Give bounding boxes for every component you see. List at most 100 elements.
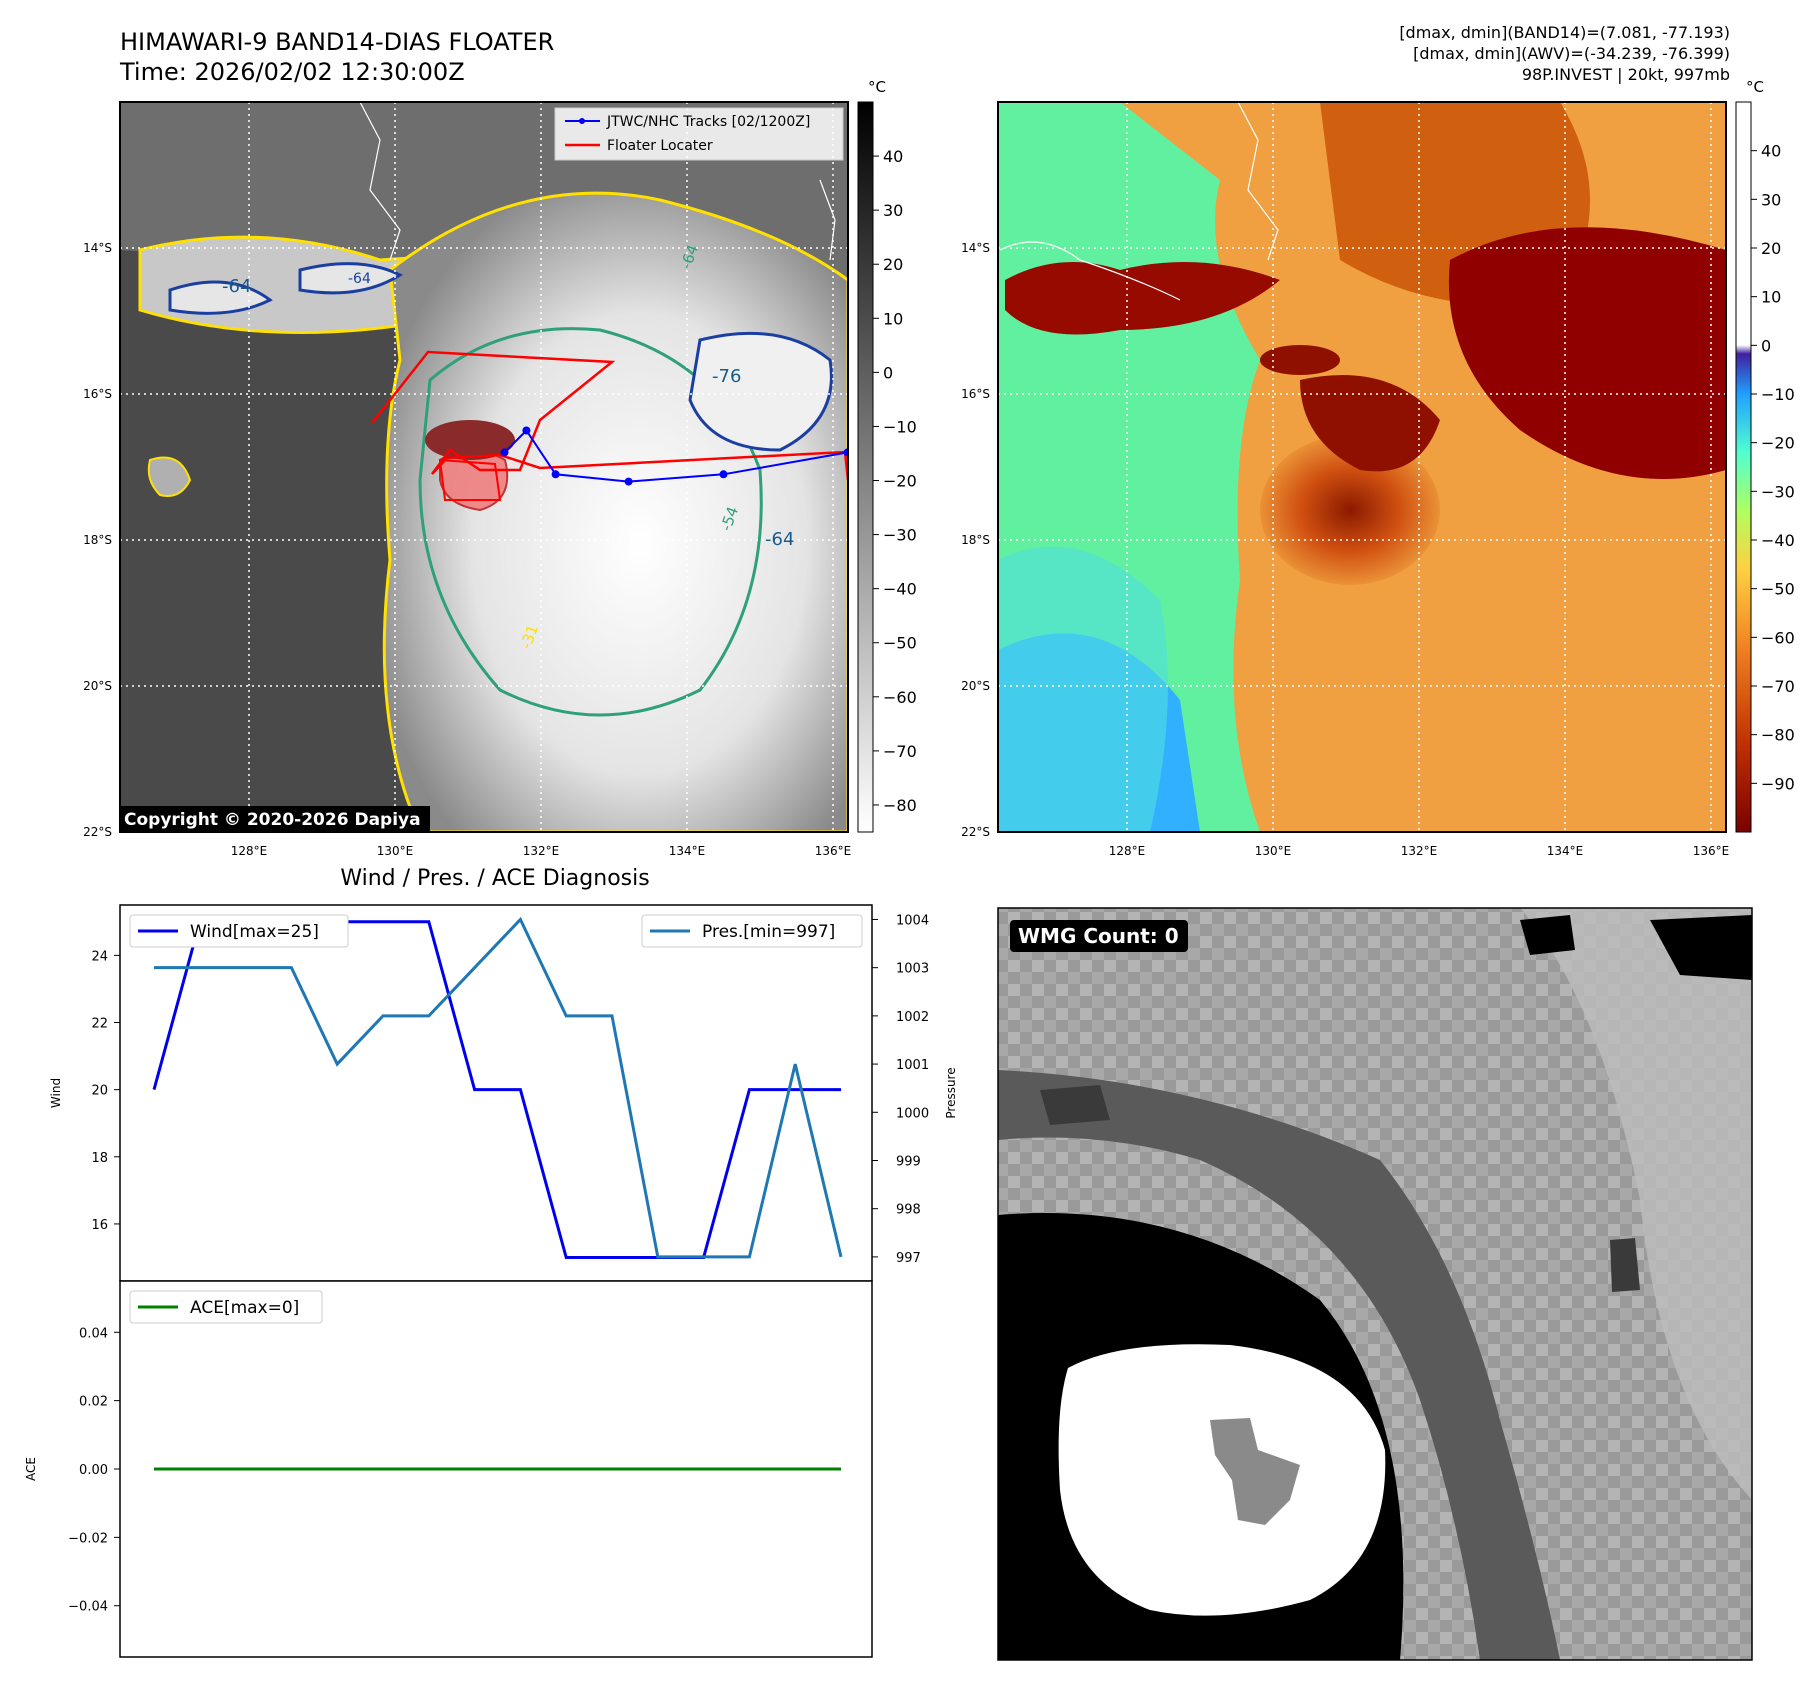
ace-tick-label: 0.00 bbox=[79, 1463, 108, 1478]
ir-lat-14s: 14°S bbox=[83, 241, 112, 255]
ace-y-ticks: 0.04 0.02 0.00 −0.02 −0.04 bbox=[68, 1326, 120, 1615]
wind-tick-label: 24 bbox=[91, 949, 108, 964]
wind-legend-label: Wind[max=25] bbox=[190, 922, 319, 942]
jtwc-track bbox=[503, 428, 848, 483]
pressure-axis-label: Pressure bbox=[944, 1067, 958, 1118]
colorbar-tick-label: −40 bbox=[1761, 531, 1795, 550]
colorbar-tick-label: −80 bbox=[1761, 726, 1795, 745]
colorbar-tick-label: 40 bbox=[883, 147, 903, 166]
ir-lat-labels: 14°S 16°S 18°S 20°S 22°S bbox=[83, 241, 112, 839]
wind-axis-label: Wind bbox=[49, 1078, 63, 1108]
colorbar-tick-label: 20 bbox=[883, 255, 903, 274]
ir-lon-136: 136°E bbox=[815, 844, 852, 858]
ir-lat-18s: 18°S bbox=[83, 533, 112, 547]
ace-chart: ACE 0.04 0.02 0.00 −0.02 −0.04 ACE[max=0] bbox=[24, 1280, 873, 1658]
pressure-legend-label: Pres.[min=997] bbox=[702, 922, 835, 942]
ace-tick-label: −0.02 bbox=[68, 1531, 108, 1546]
contour-label-5: -64 bbox=[765, 529, 794, 550]
ace-axis-label: ACE bbox=[24, 1457, 38, 1481]
wv-lon-132: 132°E bbox=[1401, 844, 1438, 858]
ir-lon-labels: 128°E 130°E 132°E 134°E 136°E bbox=[231, 844, 852, 858]
colorbar-tick-label: −30 bbox=[883, 526, 917, 545]
wv-colorbar-ticks: 40 30 20 10 0 −10 −20 −30 −40 −50 −60 −70 −80 −90 bbox=[1751, 142, 1795, 793]
ace-tick-label: 0.02 bbox=[79, 1395, 108, 1410]
wind-legend: Wind[max=25] bbox=[129, 914, 349, 948]
colorbar-tick-label: −60 bbox=[883, 688, 917, 707]
legend-floater-label: Floater Locater bbox=[607, 138, 713, 154]
contour-label-3: -76 bbox=[712, 366, 741, 387]
wind-tick-label: 20 bbox=[91, 1084, 108, 1099]
colorbar-tick-label: −20 bbox=[883, 472, 917, 491]
info-storm: 98P.INVEST | 20kt, 997mb bbox=[1522, 65, 1730, 84]
ace-tick-label: 0.04 bbox=[79, 1326, 108, 1341]
colorbar-tick-label: −70 bbox=[1761, 677, 1795, 696]
ir-lat-20s: 20°S bbox=[83, 679, 112, 693]
ir-lat-22s: 22°S bbox=[83, 825, 112, 839]
legend-track-label: JTWC/NHC Tracks [02/1200Z] bbox=[606, 114, 810, 130]
floater-locater bbox=[371, 350, 848, 501]
colorbar-tick-label: 0 bbox=[1761, 336, 1771, 355]
track-points bbox=[500, 426, 848, 486]
ace-tick-label: −0.04 bbox=[68, 1600, 108, 1615]
contour-label-1: -64 bbox=[222, 276, 251, 297]
pressure-legend: Pres.[min=997] bbox=[641, 914, 863, 948]
wv-colorbar-unit: °C bbox=[1746, 78, 1764, 96]
info-band14: [dmax, dmin](BAND14)=(7.081, -77.193) bbox=[1399, 23, 1730, 42]
wv-lon-130: 130°E bbox=[1255, 844, 1292, 858]
ir-colorbar: °C 40 30 20 10 0 −10 −20 −30 −40 −50 −60 −70 −80 bbox=[857, 78, 917, 833]
colorbar-tick-label: 0 bbox=[883, 363, 893, 382]
ir-colorbar-unit: °C bbox=[868, 78, 886, 96]
wv-lat-20s: 20°S bbox=[961, 679, 990, 693]
pressure-tick-label: 999 bbox=[896, 1154, 921, 1169]
ace-legend-label: ACE[max=0] bbox=[190, 1298, 299, 1318]
pressure-tick-label: 1000 bbox=[896, 1106, 929, 1121]
colorbar-tick-label: −20 bbox=[1761, 434, 1795, 453]
wv-lat-18s: 18°S bbox=[961, 533, 990, 547]
wmg-panel: WMG Count: 0 bbox=[997, 907, 1753, 1661]
ir-lon-132: 132°E bbox=[523, 844, 560, 858]
track-point bbox=[719, 470, 728, 479]
ir-lon-134: 134°E bbox=[669, 844, 706, 858]
colorbar-tick-label: −10 bbox=[883, 417, 917, 436]
pressure-tick-label: 997 bbox=[896, 1251, 921, 1266]
ace-legend: ACE[max=0] bbox=[129, 1290, 323, 1324]
colorbar-tick-label: −10 bbox=[1761, 385, 1795, 404]
copyright: Copyright © 2020-2026 Dapiya bbox=[124, 810, 421, 830]
ir-colorbar-ticks: 40 30 20 10 0 −10 −20 −30 −40 −50 −60 −70 −80 bbox=[873, 147, 917, 815]
wv-lon-136: 136°E bbox=[1693, 844, 1730, 858]
colorbar-tick-label: −60 bbox=[1761, 628, 1795, 647]
info-awv: [dmax, dmin](AWV)=(-34.239, -76.399) bbox=[1413, 44, 1730, 63]
figure-title: HIMAWARI-9 BAND14-DIAS FLOATER bbox=[120, 28, 554, 56]
pressure-y-ticks: 1004 1003 1002 1001 1000 999 998 997 bbox=[872, 913, 929, 1266]
colorbar-tick-label: 10 bbox=[1761, 288, 1781, 307]
colorbar-tick-label: −30 bbox=[1761, 482, 1795, 501]
wv-lat-16s: 16°S bbox=[961, 387, 990, 401]
colorbar-tick-label: 40 bbox=[1761, 142, 1781, 161]
colorbar-tick-label: −40 bbox=[883, 580, 917, 599]
wind-tick-label: 22 bbox=[91, 1017, 108, 1032]
colorbar-tick-label: −50 bbox=[1761, 580, 1795, 599]
figure-time: Time: 2026/02/02 12:30:00Z bbox=[119, 58, 465, 86]
colorbar-tick-label: −90 bbox=[1761, 774, 1795, 793]
colorbar-tick-label: 30 bbox=[1761, 190, 1781, 209]
wind-y-ticks: 24 22 20 18 16 bbox=[91, 949, 120, 1233]
pressure-tick-label: 1002 bbox=[896, 1010, 929, 1025]
diagnosis-title: Wind / Pres. / ACE Diagnosis bbox=[340, 866, 649, 891]
ir-lon-128: 128°E bbox=[231, 844, 268, 858]
wind-tick-label: 16 bbox=[91, 1218, 108, 1233]
colorbar-tick-label: −80 bbox=[883, 796, 917, 815]
track-point bbox=[843, 448, 848, 457]
wv-lon-128: 128°E bbox=[1109, 844, 1146, 858]
ir-lon-130: 130°E bbox=[377, 844, 414, 858]
track-point bbox=[551, 470, 560, 479]
ir-map: -64 -64 -76 -64 -64 -54 -31 JTWC/NHC Tra… bbox=[119, 101, 849, 833]
colorbar-tick-label: 20 bbox=[1761, 239, 1781, 258]
contour-label-2: -64 bbox=[348, 271, 371, 287]
track-point bbox=[624, 477, 633, 486]
pressure-tick-label: 1004 bbox=[896, 913, 929, 928]
pressure-tick-label: 1003 bbox=[896, 962, 929, 977]
colorbar-tick-label: 10 bbox=[883, 309, 903, 328]
wmg-count: WMG Count: 0 bbox=[1018, 924, 1179, 948]
